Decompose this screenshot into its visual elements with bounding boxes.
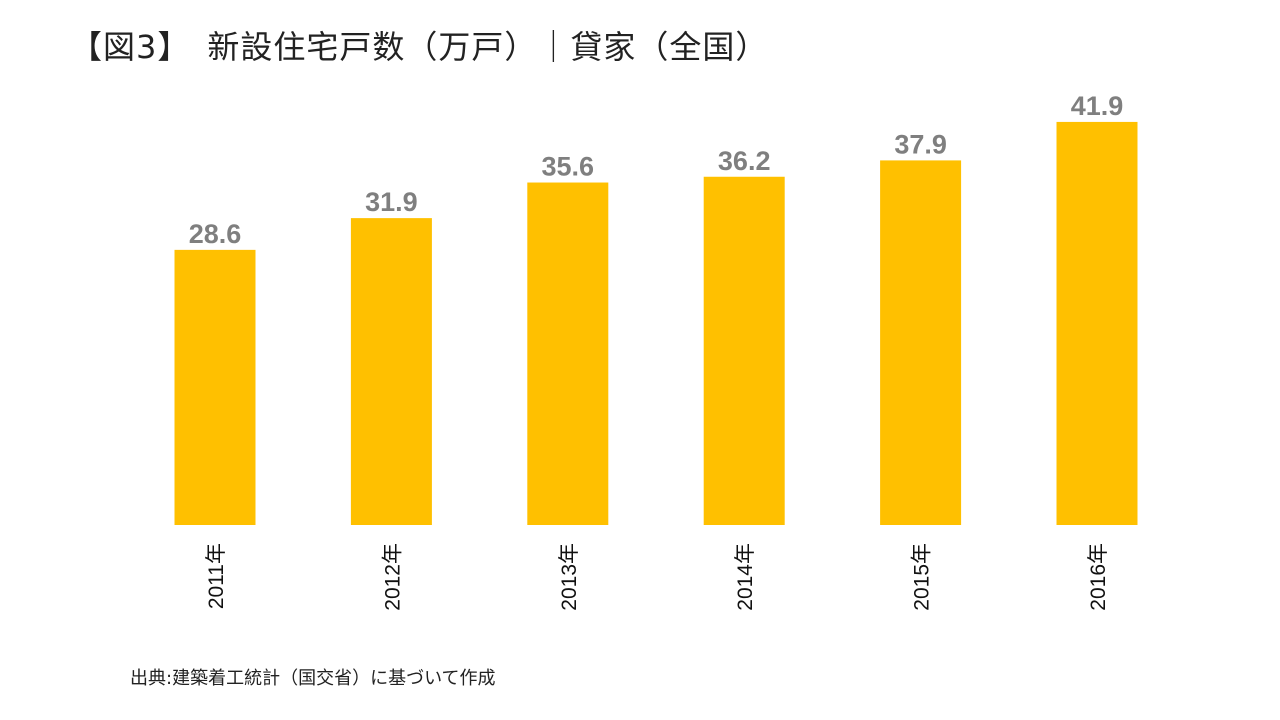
bar-2015年 bbox=[880, 160, 962, 526]
data-label: 31.9 bbox=[365, 187, 418, 217]
x-tick-label: 2013年 bbox=[558, 543, 581, 611]
chart-title: 【図3】 新設住宅戸数（万戸）｜貸家（全国） bbox=[70, 28, 769, 66]
x-tick-label: 2016年 bbox=[1087, 543, 1110, 611]
data-label: 37.9 bbox=[894, 129, 947, 159]
bar-2014年 bbox=[703, 176, 785, 526]
data-label: 41.9 bbox=[1071, 91, 1124, 121]
data-label: 36.2 bbox=[718, 146, 771, 176]
data-label: 28.6 bbox=[189, 219, 242, 249]
bar-2011年 bbox=[174, 249, 256, 526]
x-tick-label: 2014年 bbox=[734, 543, 757, 611]
bar-2012年 bbox=[350, 218, 432, 525]
x-tick-label: 2015年 bbox=[911, 543, 934, 611]
bar-2013年 bbox=[527, 182, 609, 525]
data-label: 35.6 bbox=[542, 152, 595, 182]
x-tick-label: 2011年 bbox=[205, 543, 228, 609]
source-note: 出典:建築着工統計（国交省）に基づいて作成 bbox=[130, 668, 496, 689]
x-tick-label: 2012年 bbox=[381, 543, 404, 611]
bar-2016年 bbox=[1056, 121, 1138, 525]
